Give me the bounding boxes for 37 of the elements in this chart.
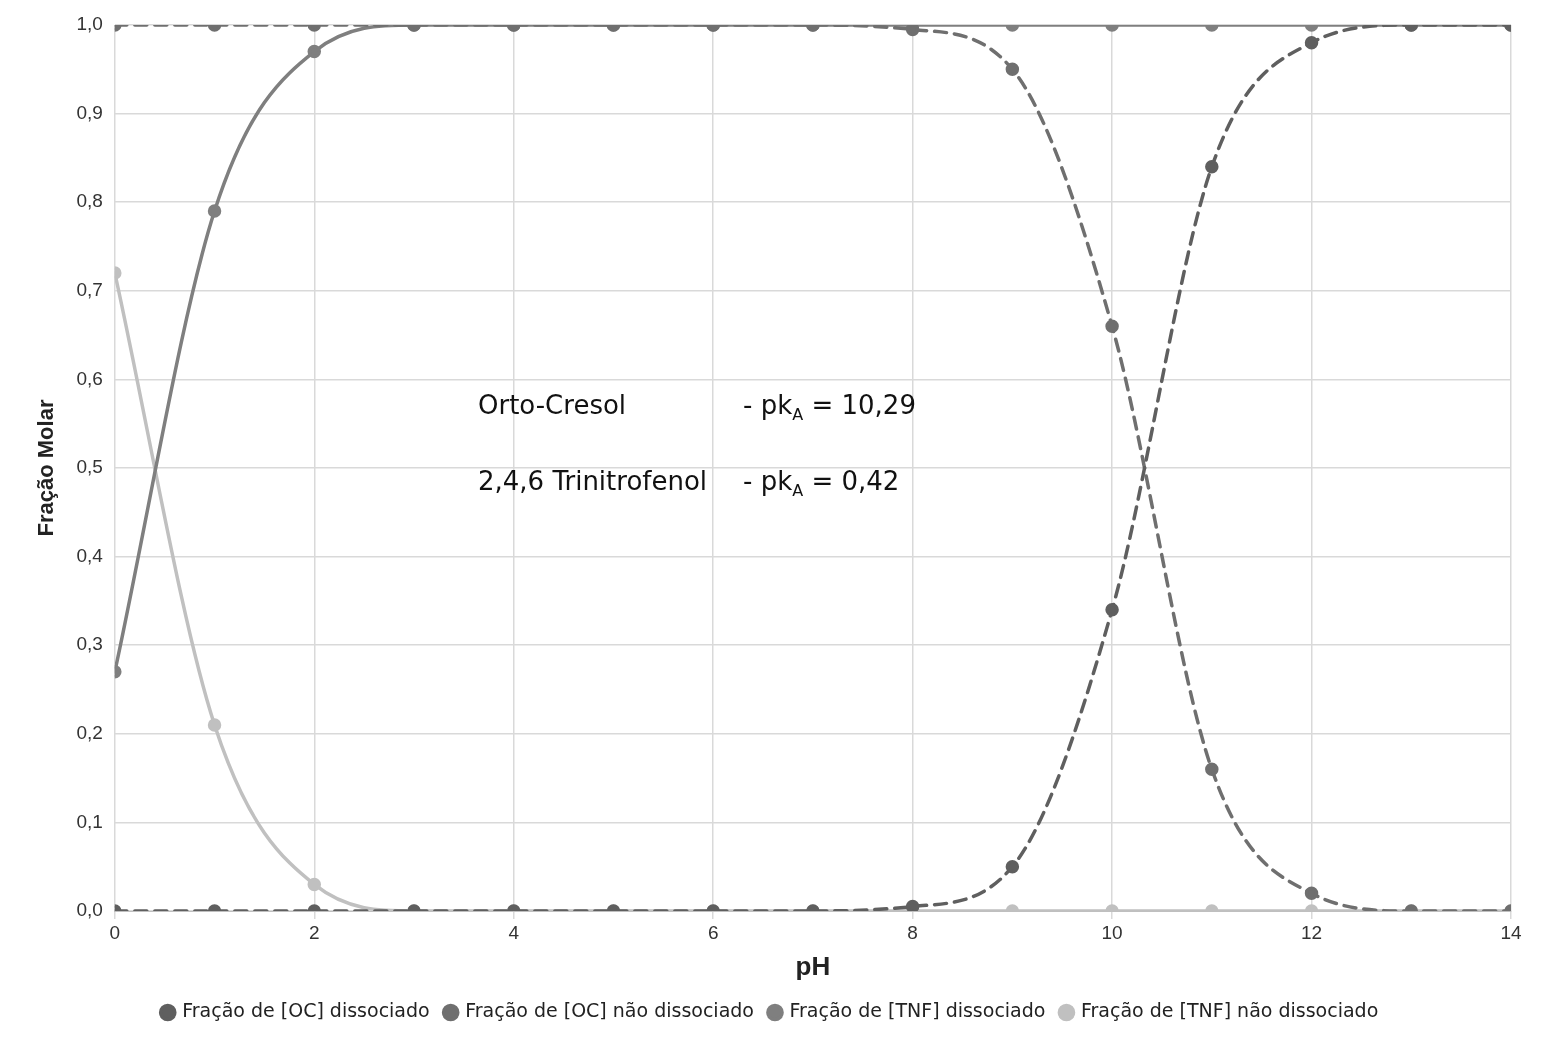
x-tick-label: 0 xyxy=(109,921,121,943)
y-axis-title: Fração Molar xyxy=(33,399,59,537)
y-tick-label: 0,4 xyxy=(76,544,104,566)
x-axis-title: pH xyxy=(795,950,831,981)
x-tick-label: 8 xyxy=(907,921,918,943)
legend-label: Fração de [TNF] dissociado xyxy=(789,999,1046,1022)
point xyxy=(1205,762,1219,776)
point xyxy=(207,204,222,218)
y-tick-label: 1,0 xyxy=(76,13,103,35)
y-tick-label: 0,8 xyxy=(76,190,103,212)
y-tick-label: 0,5 xyxy=(76,456,103,478)
y-tick-label: 0,7 xyxy=(76,279,103,301)
point xyxy=(1105,603,1119,617)
annotation: Orto-Cresol xyxy=(478,390,628,422)
y-tick-label: 0,6 xyxy=(76,367,103,389)
annotation: - pk$_{A}$ = 0,42 xyxy=(743,466,901,501)
legend-label: Fração de [OC] não dissociado xyxy=(465,999,754,1022)
x-tick-label: 2 xyxy=(308,921,320,943)
point xyxy=(905,25,920,37)
point xyxy=(207,718,222,732)
point xyxy=(1105,319,1119,333)
annotation: - pk$_{A}$ = 10,29 xyxy=(743,390,916,425)
point xyxy=(905,899,920,911)
y-tick-label: 0,0 xyxy=(76,899,103,921)
x-tick-label: 12 xyxy=(1300,921,1323,943)
annotation: 2,4,6 Trinitrofenol xyxy=(478,466,709,499)
x-tick-label: 6 xyxy=(707,921,719,943)
y-tick-label: 0,1 xyxy=(76,810,103,832)
x-tick-label: 14 xyxy=(1500,921,1522,943)
y-tick-label: 0,3 xyxy=(76,633,103,655)
legend-label: Fração de [TNF] não dissociado xyxy=(1080,999,1379,1022)
legend-label: Fração de [OC] dissociado xyxy=(182,999,430,1022)
x-tick-label: 4 xyxy=(508,921,520,943)
point xyxy=(1205,160,1219,174)
y-tick-label: 0,9 xyxy=(76,101,103,123)
y-tick-label: 0,2 xyxy=(76,722,103,744)
x-tick-label: 10 xyxy=(1101,921,1123,943)
